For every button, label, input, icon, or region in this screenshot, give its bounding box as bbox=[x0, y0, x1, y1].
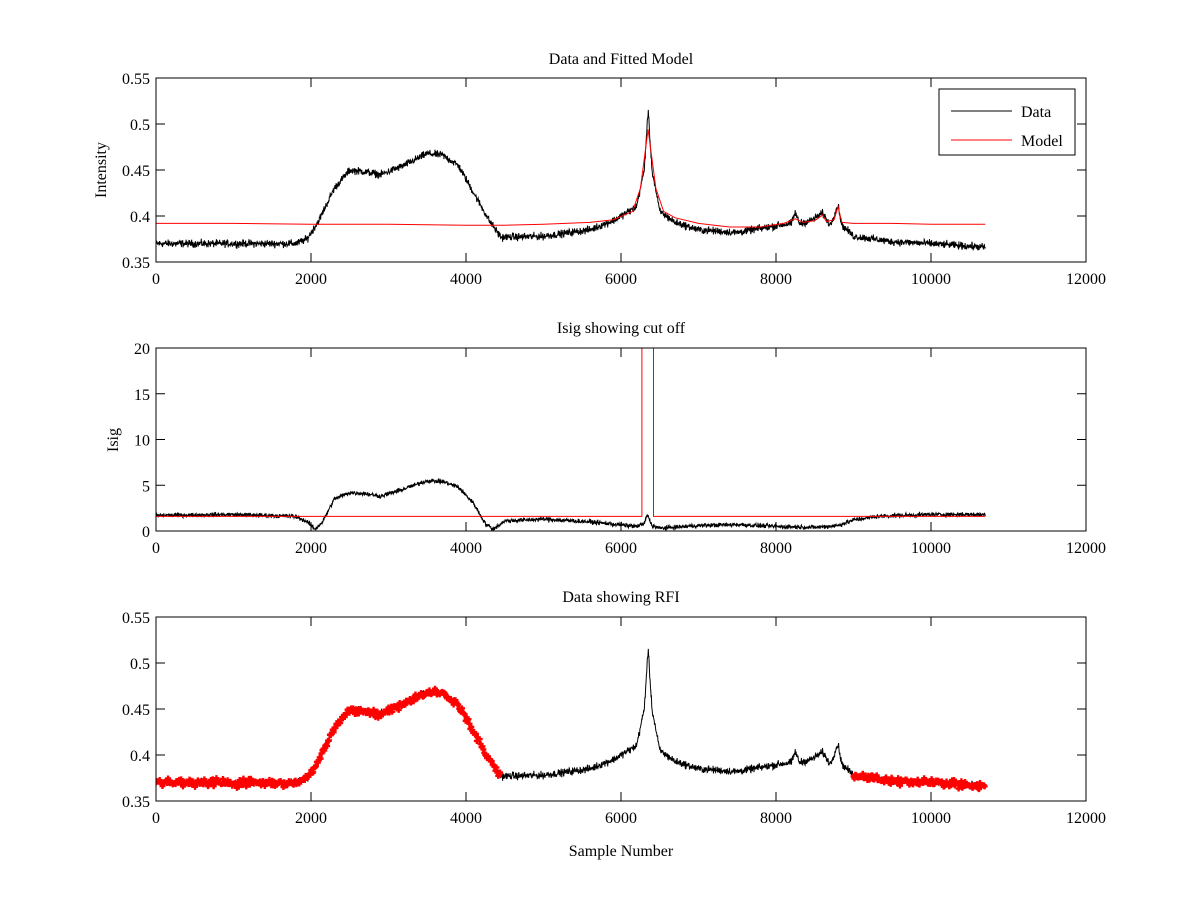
x-tick-label: 0 bbox=[152, 540, 160, 557]
chart-title: Isig showing cut off bbox=[557, 320, 686, 337]
x-tick-label: 6000 bbox=[605, 271, 637, 288]
x-tick-label: 12000 bbox=[1066, 271, 1106, 288]
y-tick-label: 0.45 bbox=[122, 163, 150, 180]
panel-isig-cutoff: Isig showing cut off Isig 0 2000 4000 6000 8… bbox=[105, 320, 1106, 557]
x-tick-label: 2000 bbox=[295, 271, 327, 288]
y-axis-label: Isig bbox=[105, 428, 122, 452]
y-tick-label: 0.45 bbox=[122, 702, 150, 719]
x-tick-label: 4000 bbox=[450, 271, 482, 288]
x-tick-label: 10000 bbox=[911, 540, 951, 557]
x-axis-label: Sample Number bbox=[569, 843, 674, 860]
series-cut-off-line bbox=[156, 348, 986, 517]
panel-data-showing-rfi: Data showing RFI Sample Number 0 2000 4000… bbox=[122, 589, 1106, 860]
legend-box bbox=[938, 88, 1076, 156]
legend-label-model: Model bbox=[1021, 133, 1063, 150]
x-tick-label: 2000 bbox=[295, 810, 327, 827]
chart-title: Data showing RFI bbox=[562, 589, 679, 606]
plot-area: 0 2000 4000 6000 8000 10000 12000 0.35 0.4 0.45 0.… bbox=[122, 71, 1106, 288]
plot-area: 0 2000 4000 6000 8000 10000 12000 0 5 10 15 20 bbox=[134, 341, 1106, 557]
panel-data-and-model: Data and Fitted Model Intensity 0 2000 400… bbox=[93, 51, 1106, 288]
x-tick-label: 10000 bbox=[911, 271, 951, 288]
y-tick-label: 0.4 bbox=[130, 209, 150, 226]
x-tick-label: 2000 bbox=[295, 540, 327, 557]
x-tick-label: 12000 bbox=[1066, 810, 1106, 827]
legend-label-data: Data bbox=[1021, 104, 1051, 121]
x-tick-label: 0 bbox=[152, 810, 160, 827]
x-tick-label: 8000 bbox=[760, 540, 792, 557]
series-model-line bbox=[156, 129, 986, 228]
plot-area: 0 2000 4000 6000 8000 10000 12000 0.35 0.4 0.45 0.… bbox=[122, 610, 1106, 827]
y-tick-label: 0.55 bbox=[122, 610, 150, 627]
x-tick-label: 4000 bbox=[450, 540, 482, 557]
x-tick-label: 8000 bbox=[760, 271, 792, 288]
y-tick-label: 0.5 bbox=[130, 117, 150, 134]
series-layer bbox=[156, 648, 988, 793]
x-tick-label: 6000 bbox=[605, 540, 637, 557]
series-data-line bbox=[156, 109, 986, 251]
series-layer bbox=[156, 348, 986, 531]
x-tick-label: 12000 bbox=[1066, 540, 1106, 557]
y-tick-label: 0.4 bbox=[130, 748, 150, 765]
y-tick-label: 10 bbox=[134, 433, 150, 450]
y-tick-label: 5 bbox=[142, 478, 150, 495]
legend: Data Model bbox=[938, 88, 1076, 156]
x-tick-label: 10000 bbox=[911, 810, 951, 827]
y-tick-label: 0.35 bbox=[122, 794, 150, 811]
chart-title: Data and Fitted Model bbox=[549, 51, 694, 68]
series-layer bbox=[156, 109, 986, 251]
series-rfi-flagged-markers bbox=[156, 685, 988, 793]
y-tick-label: 0 bbox=[142, 524, 150, 541]
y-axis-label: Intensity bbox=[93, 142, 110, 198]
x-tick-label: 4000 bbox=[450, 810, 482, 827]
x-tick-label: 8000 bbox=[760, 810, 792, 827]
y-tick-label: 0.35 bbox=[122, 255, 150, 272]
y-tick-label: 0.55 bbox=[122, 71, 150, 88]
x-tick-label: 6000 bbox=[605, 810, 637, 827]
x-tick-label: 0 bbox=[152, 271, 160, 288]
y-tick-label: 15 bbox=[134, 387, 150, 404]
y-tick-label: 0.5 bbox=[130, 656, 150, 673]
series-rfi-flagged-marker-path bbox=[156, 685, 988, 793]
series-isig-line bbox=[156, 478, 986, 531]
y-tick-label: 20 bbox=[134, 341, 150, 358]
